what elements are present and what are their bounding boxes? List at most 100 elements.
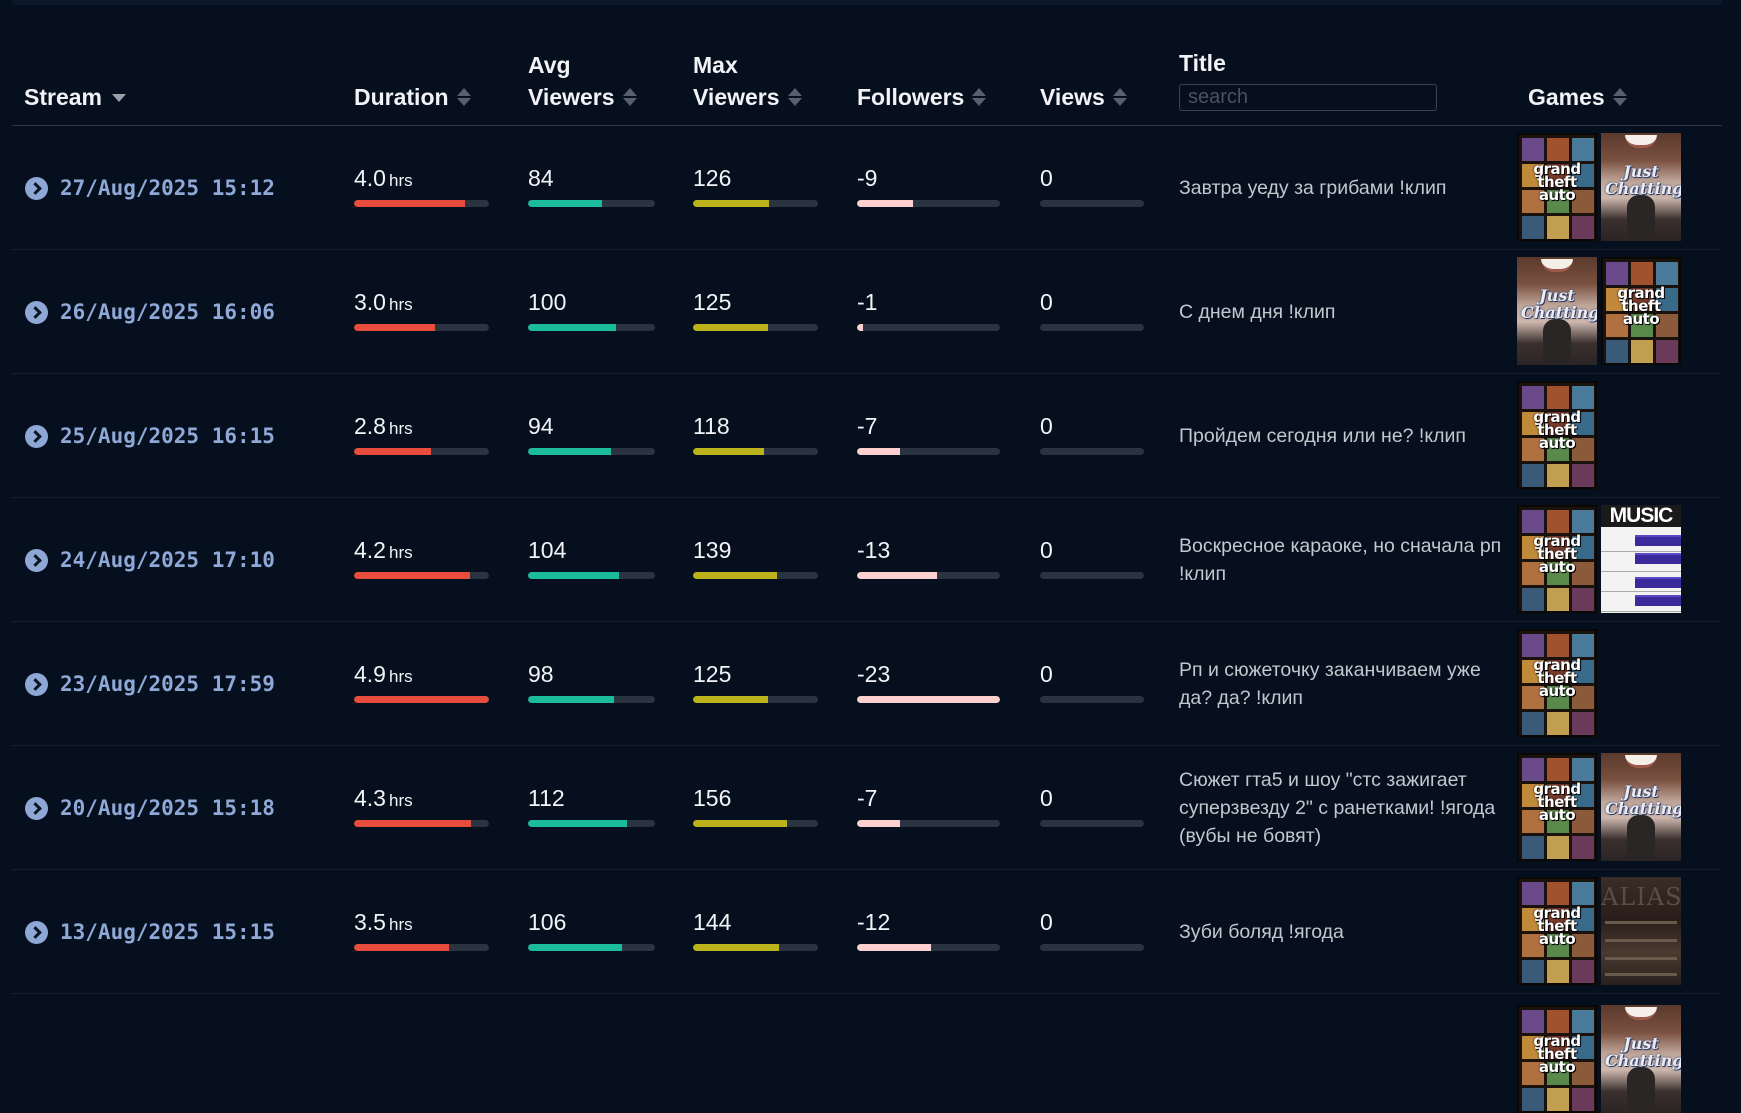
value-number: -13 xyxy=(857,537,891,563)
game-thumbnail-music[interactable]: MUSIC xyxy=(1601,505,1681,613)
title-search-input[interactable] xyxy=(1179,84,1437,111)
sort-icon[interactable] xyxy=(972,86,987,108)
game-thumbnail-gta-v[interactable]: grand theft auto xyxy=(1517,629,1597,737)
value-unit: hrs xyxy=(388,791,413,810)
value-number: 2.8 xyxy=(354,413,386,439)
avg-viewers-bar xyxy=(528,324,655,331)
stream-date[interactable]: 24/Aug/2025 17:10 xyxy=(60,548,275,572)
cover-art-panel xyxy=(1522,712,1544,735)
stream-date[interactable]: 27/Aug/2025 15:12 xyxy=(60,176,275,200)
avg-viewers-bar-fill xyxy=(528,820,628,827)
views-value: 0 xyxy=(1040,164,1144,192)
stream-date[interactable]: 13/Aug/2025 15:15 xyxy=(60,920,275,944)
duration: 3.0 hrs xyxy=(354,288,489,331)
cover-art-panel xyxy=(1547,386,1569,409)
duration-bar-fill xyxy=(354,944,449,951)
chevron-right-circle-icon[interactable] xyxy=(25,424,48,448)
column-header-max-viewers[interactable]: Max Viewers xyxy=(693,49,802,113)
followers-bar-fill xyxy=(857,572,938,579)
followers-bar xyxy=(857,944,1000,951)
game-thumbnail-gta-v[interactable]: grand theft auto xyxy=(1517,1005,1597,1113)
cover-art-panel xyxy=(1656,288,1678,311)
column-header-duration[interactable]: Duration xyxy=(354,81,471,113)
value-number: 125 xyxy=(693,289,732,315)
stream-date[interactable]: 26/Aug/2025 16:06 xyxy=(60,300,275,324)
stream-date[interactable]: 23/Aug/2025 17:59 xyxy=(60,672,275,696)
game-thumbnail-gta-v[interactable]: grand theft auto xyxy=(1517,877,1597,985)
avg-viewers: 100 xyxy=(528,288,655,331)
partial-row-games: grand theft auto Just Chatting xyxy=(1517,1005,1681,1113)
game-thumbnail-gta-v[interactable]: grand theft auto xyxy=(1517,133,1597,241)
stream-date[interactable]: 20/Aug/2025 15:18 xyxy=(60,796,275,820)
stream-link[interactable]: 25/Aug/2025 16:15 xyxy=(25,424,275,448)
cover-art-panel xyxy=(1547,190,1569,213)
duration-bar-fill xyxy=(354,696,489,703)
game-thumbnail-just-chatting[interactable]: Just Chatting xyxy=(1601,133,1681,241)
stream-link[interactable]: 23/Aug/2025 17:59 xyxy=(25,672,275,696)
cover-art-panel xyxy=(1606,288,1628,311)
stream-link[interactable]: 24/Aug/2025 17:10 xyxy=(25,548,275,572)
column-header-followers[interactable]: Followers xyxy=(857,81,987,113)
chevron-right-circle-icon[interactable] xyxy=(25,548,48,572)
value-number: -7 xyxy=(857,785,878,811)
followers-value: -7 xyxy=(857,412,1000,440)
table-row: 25/Aug/2025 16:15 2.8 hrs 94 118 -7 0 Пройдем с… xyxy=(12,374,1722,498)
column-header-stream[interactable]: Stream xyxy=(24,81,126,113)
stream-link[interactable]: 27/Aug/2025 15:12 xyxy=(25,176,275,200)
cover-art-panel xyxy=(1547,464,1569,487)
stream-link[interactable]: 20/Aug/2025 15:18 xyxy=(25,796,275,820)
game-thumbnail-just-chatting[interactable]: Just Chatting xyxy=(1601,1005,1681,1113)
cover-art-panel xyxy=(1547,836,1569,859)
followers-value: -23 xyxy=(857,660,1000,688)
chevron-right-circle-icon[interactable] xyxy=(25,920,48,944)
stream-link[interactable]: 13/Aug/2025 15:15 xyxy=(25,920,275,944)
column-header-views[interactable]: Views xyxy=(1040,81,1127,113)
chevron-right-circle-icon[interactable] xyxy=(25,176,48,200)
game-thumbnail-alias[interactable]: ALIAS xyxy=(1601,877,1681,985)
value-number: 0 xyxy=(1040,661,1053,687)
piano-key-divider xyxy=(1601,591,1681,592)
game-thumbnail-just-chatting[interactable]: Just Chatting xyxy=(1517,257,1597,365)
stream-title: Сюжет гта5 и шоу "стс зажигает суперзвез… xyxy=(1179,768,1496,847)
max-viewers-value: 156 xyxy=(693,784,818,812)
chevron-right-circle-icon[interactable] xyxy=(25,672,48,696)
value-number: 3.0 xyxy=(354,289,386,315)
sort-icon[interactable] xyxy=(456,86,471,108)
value-number: 94 xyxy=(528,413,554,439)
stream-link[interactable]: 26/Aug/2025 16:06 xyxy=(25,300,275,324)
chevron-right-circle-icon[interactable] xyxy=(25,300,48,324)
sort-icon[interactable] xyxy=(1112,86,1127,108)
duration-value: 2.8 hrs xyxy=(354,412,489,440)
max-viewers-bar xyxy=(693,200,818,207)
game-thumbnail-just-chatting[interactable]: Just Chatting xyxy=(1601,753,1681,861)
value-number: -9 xyxy=(857,165,878,191)
table-row: 24/Aug/2025 17:10 4.2 hrs 104 139 -13 0 Воскрес… xyxy=(12,498,1722,622)
max-viewers-bar-fill xyxy=(693,572,777,579)
avg-viewers-bar-fill xyxy=(528,572,620,579)
column-header-avg-viewers[interactable]: Avg Viewers xyxy=(528,49,637,113)
value-number: 144 xyxy=(693,909,732,935)
cover-art-panel xyxy=(1572,562,1594,585)
game-thumbnail-gta-v[interactable]: grand theft auto xyxy=(1517,381,1597,489)
chevron-right-circle-icon[interactable] xyxy=(25,796,48,820)
stream-date[interactable]: 25/Aug/2025 16:15 xyxy=(60,424,275,448)
sort-descending-icon[interactable] xyxy=(111,93,126,103)
game-thumbnail-gta-v[interactable]: grand theft auto xyxy=(1517,753,1597,861)
views-bar xyxy=(1040,572,1144,579)
game-thumbnail-gta-v[interactable]: grand theft auto xyxy=(1601,257,1681,365)
cover-art-panel xyxy=(1522,386,1544,409)
value-number: 106 xyxy=(528,909,567,935)
cover-art-panel xyxy=(1547,634,1569,657)
cover-art-panel xyxy=(1522,438,1544,461)
avg-viewers-value: 112 xyxy=(528,784,655,812)
duration-bar-fill xyxy=(354,448,431,455)
stream-title: Завтра уеду за грибами !клип xyxy=(1179,176,1447,199)
sort-icon[interactable] xyxy=(787,86,802,108)
sort-icon[interactable] xyxy=(622,86,637,108)
bookshelf-graphic xyxy=(1605,939,1677,942)
game-thumbnail-gta-v[interactable]: grand theft auto xyxy=(1517,505,1597,613)
stream-title: Зуби боляд !ягода xyxy=(1179,920,1344,943)
column-header-games[interactable]: Games xyxy=(1528,81,1627,113)
followers: -13 xyxy=(857,536,1000,579)
sort-icon[interactable] xyxy=(1612,86,1627,108)
